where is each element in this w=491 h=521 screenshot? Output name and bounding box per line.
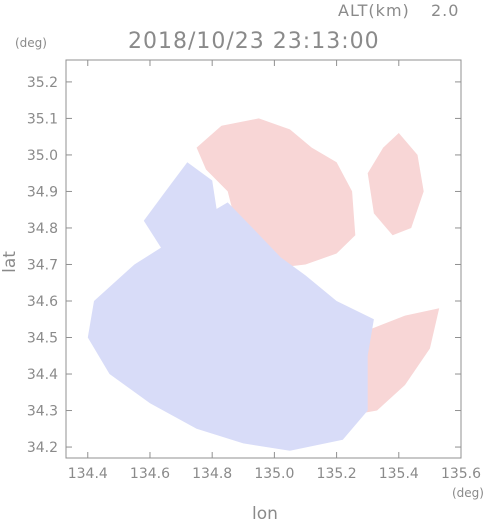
x-tick-label: 134.6 — [130, 466, 170, 482]
west-negative-echo — [143, 162, 219, 250]
x-tick-label: 134.4 — [68, 466, 108, 482]
x-tick-label: 135.6 — [441, 466, 481, 482]
chart-title: 2018/10/23 23:13:00 — [128, 29, 380, 54]
x-tick-label: 135.0 — [254, 466, 294, 482]
altitude-value: 2.0 — [431, 1, 459, 20]
y-axis-title: lat — [0, 251, 20, 273]
x-tick-label: 134.8 — [192, 466, 232, 482]
x-axis-title: lon — [252, 504, 278, 521]
y-tick-label: 35.0 — [27, 148, 58, 164]
y-unit-label: (deg) — [15, 36, 47, 50]
y-tick-label: 34.8 — [27, 221, 58, 237]
y-tick-label: 34.5 — [27, 331, 58, 347]
y-tick-label: 34.6 — [27, 294, 58, 310]
y-tick-label: 34.7 — [27, 257, 58, 273]
northern-positive-echo — [196, 118, 356, 269]
echo-layer — [87, 118, 440, 451]
y-tick-label: 34.2 — [27, 440, 58, 456]
central-negative-echo — [87, 202, 374, 451]
x-unit-label: (deg) — [452, 486, 484, 500]
y-tick-label: 35.1 — [27, 111, 58, 127]
plot-frame — [65, 59, 462, 459]
x-tick-label: 135.2 — [317, 466, 357, 482]
northeast-positive-echo — [367, 133, 424, 236]
y-axis-ticks: 35.2 35.1 35.0 34.9 34.8 34.7 34.6 34.5 34.4 34.3… — [27, 75, 461, 456]
y-tick-label: 34.4 — [27, 367, 58, 383]
y-tick-label: 35.2 — [27, 75, 58, 91]
y-tick-label: 34.9 — [27, 184, 58, 200]
altitude-label: ALT(km) — [338, 1, 410, 20]
x-axis-ticks: 134.4 134.6 134.8 135.0 135.2 135.4 135.6 — [68, 60, 481, 482]
y-tick-label: 34.3 — [27, 404, 58, 420]
x-tick-label: 135.4 — [379, 466, 419, 482]
